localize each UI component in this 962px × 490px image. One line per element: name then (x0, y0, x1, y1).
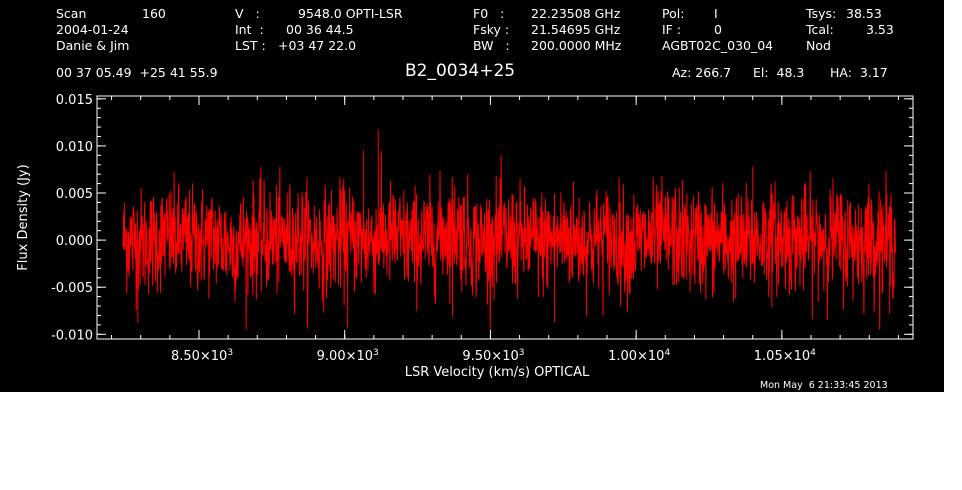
observers: Danie & Jim (56, 38, 130, 53)
y-tick-label: 0.015 (56, 93, 93, 108)
project-id: AGBT02C_030_04 (662, 38, 774, 53)
spectrum-chart: 0.015 0.010 0.005 0.000 -0.005 -0.010 8.50×103… (16, 93, 914, 380)
x-tick-label: 1.05×104 (754, 348, 816, 364)
pol-label: Pol: (662, 6, 685, 21)
generation-timestamp: Mon May 6 21:33:45 2013 (760, 380, 888, 391)
lst-label: LST : (235, 38, 266, 53)
if-value: 0 (714, 22, 722, 37)
scan-number: 160 (142, 6, 166, 21)
integration-value: 00 36 44.5 (286, 22, 354, 37)
source-coordinates: 00 37 05.49 +25 41 55.9 (56, 65, 218, 80)
pol-value: I (714, 6, 718, 21)
x-tick-label: 8.50×103 (171, 348, 233, 364)
if-label: IF : (662, 22, 682, 37)
hour-angle: HA: 3.17 (830, 65, 888, 80)
fsky-value: 21.54695 GHz (531, 22, 621, 37)
object-name: B2_0034+25 (405, 61, 516, 81)
fsky-label: Fsky : (473, 22, 510, 37)
azimuth: Az: 266.7 (672, 65, 732, 80)
tsys-label: Tsys: (806, 6, 837, 21)
tcal-value: 3.53 (866, 22, 894, 37)
velocity-value: 9548.0 OPTI-LSR (298, 6, 403, 21)
x-tick-label: 9.00×103 (317, 348, 379, 364)
x-axis-label: LSR Velocity (km/s) OPTICAL (405, 365, 590, 380)
bandwidth-value: 200.0000 MHz (531, 38, 622, 53)
spectrum-trace (122, 150, 897, 330)
velocity-label: V : (235, 6, 260, 21)
y-tick-label: -0.005 (51, 281, 93, 296)
spectrum-plot-window: Scan 160 V : 9548.0 OPTI-LSR F0 : 22.235… (0, 0, 944, 392)
observation-date: 2004-01-24 (56, 22, 129, 37)
f0-label: F0 : (473, 6, 505, 21)
lst-value: +03 47 22.0 (278, 38, 357, 53)
bandwidth-label: BW : (473, 38, 510, 53)
x-tick-label: 1.00×104 (608, 348, 670, 364)
tsys-value: 38.53 (846, 6, 882, 21)
x-tick-label: 9.50×103 (462, 348, 524, 364)
plot-frame (96, 95, 914, 340)
f0-value: 22.23508 GHz (531, 6, 621, 21)
tcal-label: Tcal: (806, 22, 834, 37)
y-tick-label: 0.000 (56, 234, 93, 249)
scan-label: Scan (56, 6, 87, 21)
elevation: El: 48.3 (753, 65, 805, 80)
y-tick-label: 0.005 (56, 187, 93, 202)
y-tick-label: -0.010 (51, 328, 93, 343)
y-axis-label: Flux Density (Jy) (16, 164, 31, 270)
observing-mode: Nod (806, 38, 831, 53)
integration-label: Int : (235, 22, 264, 37)
y-tick-label: 0.010 (56, 140, 93, 155)
